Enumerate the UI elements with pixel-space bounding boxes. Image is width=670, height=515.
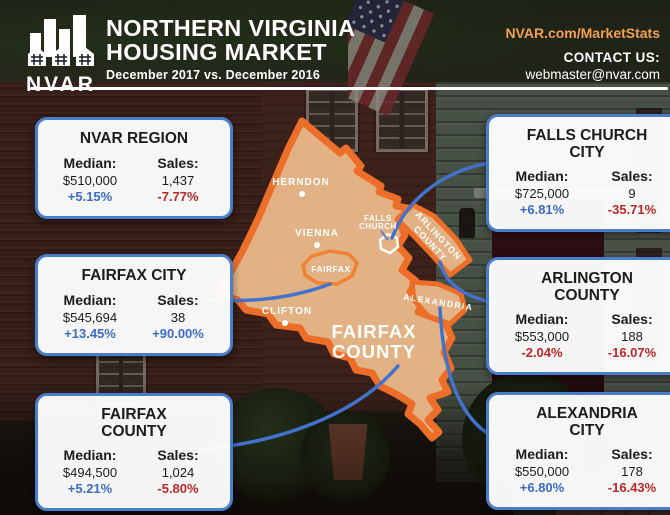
median-label: Median: [63, 447, 117, 464]
fairfax-county-label-line2: COUNTY [332, 341, 416, 362]
title-line2: HOUSING MARKET [106, 38, 327, 65]
header-title-block: NORTHERN VIRGINIA HOUSING MARKET Decembe… [106, 15, 356, 82]
sales-value: 1,437 [161, 172, 195, 188]
median-label: Median: [515, 311, 569, 328]
contact-us-label: CONTACT US: [563, 50, 660, 65]
contact-email-link[interactable]: webmaster@nvar.com [525, 67, 661, 82]
median-value: $550,000 [514, 464, 570, 480]
sales-stat: Sales: 9 -35.71% [587, 168, 670, 217]
porch-lantern [459, 208, 475, 238]
card-arlington-county: ARLINGTON COUNTY Median: $553,000 -2.04%… [486, 257, 670, 376]
header-divider [30, 87, 668, 90]
sales-change: -16.43% [607, 480, 657, 496]
median-label: Median: [63, 291, 117, 308]
title-line1: NORTHERN VIRGINIA [106, 15, 356, 41]
vienna-dot [314, 242, 320, 248]
nvar-logo: NVAR [25, 9, 97, 97]
nvar-logo-text: NVAR [26, 73, 96, 96]
card-fairfax-county: FAIRFAX COUNTY Median: $494,500 +5.21% S… [35, 393, 233, 512]
card-alexandria-city: ALEXANDRIA CITY Median: $550,000 +6.80% … [486, 392, 670, 511]
falls-church-label-line1: FALLS [364, 214, 392, 223]
card-title: FAIRFAX COUNTY [101, 406, 167, 440]
sales-label: Sales: [611, 311, 653, 328]
subtitle: December 2017 vs. December 2016 [106, 68, 320, 82]
sales-stat: Sales: 1,024 -5.80% [134, 447, 222, 496]
flower-pot [328, 424, 368, 480]
sales-label: Sales: [611, 446, 653, 463]
median-change: +13.45% [64, 325, 116, 341]
sales-change: -5.80% [157, 481, 199, 497]
marketstats-link[interactable]: NVAR.com/MarketStats [505, 25, 660, 41]
sales-stat: Sales: 188 -16.07% [587, 311, 670, 360]
median-stat: Median: $545,694 +13.45% [46, 292, 134, 341]
card-title: ARLINGTON COUNTY [541, 270, 633, 304]
arlington-county-shape [394, 202, 473, 278]
sales-value: 1,024 [161, 465, 195, 481]
connector-fairfax-county [202, 364, 400, 451]
sales-value: 188 [621, 329, 643, 345]
sales-value: 9 [628, 186, 636, 202]
fairfax-city-label: FAIRFAX [311, 264, 350, 274]
card-nvar-region: NVAR REGION Median: $510,000 +5.15% Sale… [35, 117, 233, 219]
connector-alexandria [438, 306, 498, 440]
median-value: $725,000 [514, 186, 570, 202]
card-falls-church-city: FALLS CHURCH CITY Median: $725,000 +6.81… [486, 114, 670, 233]
vienna-label: VIENNA [295, 228, 339, 239]
herndon-dot [299, 191, 305, 197]
falls-church-shape [378, 232, 400, 255]
median-change: +5.21% [67, 481, 113, 497]
sales-label: Sales: [611, 168, 653, 185]
card-title: FALLS CHURCH CITY [526, 127, 648, 161]
fairfax-county-label-line1: FAIRFAX [331, 321, 416, 342]
median-stat: Median: $550,000 +6.80% [497, 446, 587, 495]
sales-label: Sales: [157, 291, 199, 308]
falls-church-pointer-line [380, 230, 389, 241]
clifton-dot [282, 320, 288, 326]
median-change: +6.80% [519, 480, 565, 496]
sales-change: +90.00% [152, 325, 204, 341]
median-stat: Median: $553,000 -2.04% [497, 311, 587, 360]
median-value: $494,500 [62, 465, 118, 481]
clifton-label: CLIFTON [262, 306, 312, 317]
median-stat: Median: $725,000 +6.81% [497, 168, 587, 217]
median-label: Median: [515, 168, 569, 185]
median-label: Median: [515, 446, 569, 463]
sales-stat: Sales: 38 +90.00% [134, 292, 222, 341]
median-value: $553,000 [514, 329, 570, 345]
sales-value: 178 [621, 464, 643, 480]
median-stat: Median: $494,500 +5.21% [46, 447, 134, 496]
median-value: $545,694 [62, 309, 118, 325]
sales-change: -16.07% [607, 345, 657, 361]
nvar-logo-icon [28, 15, 94, 66]
alexandria-shape [409, 279, 468, 327]
median-change: +6.81% [519, 202, 565, 218]
sales-change: -7.77% [157, 188, 199, 204]
fairfax-city-shape [301, 249, 359, 286]
sales-change: -35.71% [607, 202, 657, 218]
sales-label: Sales: [157, 447, 199, 464]
median-change: +5.15% [67, 188, 113, 204]
card-title: ALEXANDRIA CITY [536, 405, 638, 439]
median-value: $510,000 [62, 172, 118, 188]
card-title: FAIRFAX CITY [81, 267, 187, 284]
card-fairfax-city: FAIRFAX CITY Median: $545,694 +13.45% Sa… [35, 254, 233, 356]
sales-stat: Sales: 1,437 -7.77% [134, 155, 222, 204]
sales-value: 38 [170, 309, 186, 325]
sales-label: Sales: [157, 154, 199, 171]
herndon-label: HERNDON [272, 177, 330, 188]
median-change: -2.04% [521, 345, 563, 361]
connector-falls-church [390, 160, 498, 240]
median-stat: Median: $510,000 +5.15% [46, 155, 134, 204]
sales-stat: Sales: 178 -16.43% [587, 446, 670, 495]
median-label: Median: [63, 154, 117, 171]
contact-block: NVAR.com/MarketStats CONTACT US: webmast… [505, 25, 660, 82]
card-title: NVAR REGION [79, 130, 189, 147]
falls-church-label-line2: CHURCH [359, 222, 397, 231]
